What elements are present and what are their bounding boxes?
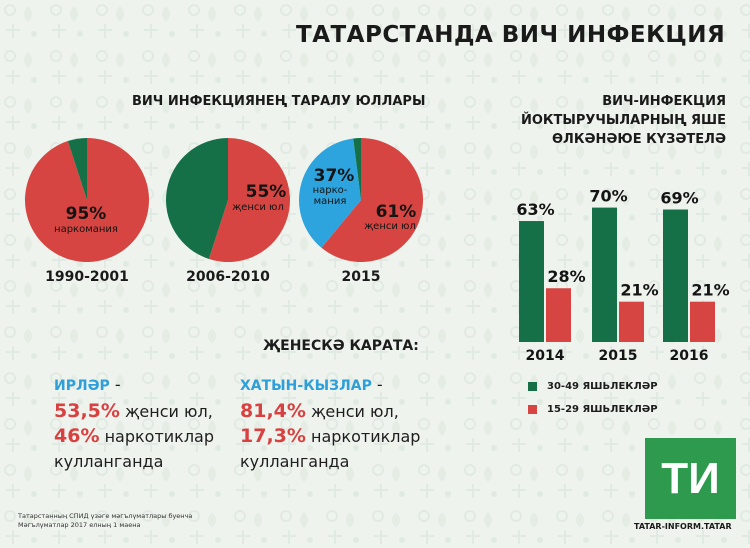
pie-cat-label: наркомания <box>54 224 118 235</box>
legend-label: 15-29 ЯШЬЛЕКЛӘР <box>547 404 658 415</box>
gender-women-pct1: 81,4% <box>240 400 306 422</box>
pie-cat-label-2a: нарко- <box>313 185 348 196</box>
gender-men-block: ИРЛӘР - 53,5% җенси юл, 46% наркотиклар … <box>54 372 214 474</box>
legend-item-30-49: 30-49 ЯШЬЛЕКЛӘР <box>528 381 658 392</box>
source-note: Татарстанның СПИД үзәге мәгълүматлары бу… <box>18 512 218 530</box>
dash: - <box>109 375 121 394</box>
ti-logo: ТИ <box>645 438 736 519</box>
pie-slices <box>299 138 423 262</box>
legend-label: 30-49 ЯШЬЛЕКЛӘР <box>547 381 658 392</box>
gender-title: ҖЕНЕСКӘ КАРАТА: <box>263 338 419 354</box>
bar-chart: 63% 28% 2014 70% 21% 2015 69% 21% 2016 <box>516 187 729 364</box>
page-title: ТАТАРСТАНДА ВИЧ ИНФЕКЦИЯ <box>296 22 726 48</box>
pie-pct-label: 61% <box>376 202 417 222</box>
logo-caption: TATAR-INFORM.TATAR <box>634 522 732 531</box>
pie-chart-2015: 37% нарко- мания 61% җенси юл <box>299 138 423 262</box>
pie-slice <box>321 138 423 262</box>
pie-slice <box>299 138 361 248</box>
legend-item-15-29: 15-29 ЯШЬЛЕКЛӘР <box>528 404 658 415</box>
legend-swatch <box>528 382 537 391</box>
gender-women-text1: җенси юл, <box>305 402 399 421</box>
dash: - <box>371 375 383 394</box>
gender-men-pct1: 53,5% <box>54 400 120 422</box>
gender-women-label: ХАТЫН-КЫЗЛАР <box>240 378 372 394</box>
source-line2: Мәгълүматлар 2017 елның 1 маена <box>18 521 141 529</box>
bar-value-label: 70% <box>589 187 627 206</box>
pie-cat-label: җенси юл <box>364 221 416 232</box>
pie-cat-label: җенси юл <box>232 202 284 213</box>
gender-women-block: ХАТЫН-КЫЗЛАР - 81,4% җенси юл, 17,3% нар… <box>240 372 420 474</box>
pie-pct-label: 55% <box>246 182 287 202</box>
bar-value-label: 21% <box>620 281 658 300</box>
pie-period-label: 2006-2010 <box>186 269 270 285</box>
bar <box>690 301 715 342</box>
x-tick-label: 2016 <box>670 348 709 364</box>
gender-men-text1: җенси юл, <box>119 402 213 421</box>
bars-title: ВИЧ-ИНФЕКЦИЯ ЙОКТЫРУЧЫЛАРНЫҢ ЯШЕ ӨЛКӘНӘЮ… <box>514 92 726 149</box>
bar <box>546 288 571 342</box>
bar-value-label: 63% <box>516 200 554 219</box>
pie-slices <box>24 138 149 262</box>
gender-men-text3: кулланганда <box>54 452 164 471</box>
pie-pct-label: 95% <box>66 204 107 224</box>
gender-women-text2: наркотиклар <box>305 427 421 446</box>
bar-value-label: 69% <box>660 189 698 208</box>
source-line1: Татарстанның СПИД үзәге мәгълүматлары бу… <box>18 512 193 520</box>
bar <box>592 207 617 342</box>
gender-women-pct2: 17,3% <box>240 425 306 447</box>
pie-slice <box>67 138 87 200</box>
x-tick-label: 2015 <box>599 348 638 364</box>
gender-men-pct2: 46% <box>54 425 100 447</box>
pie-slice <box>208 138 290 262</box>
pie-slice <box>353 138 361 200</box>
pies-title: ВИЧ ИНФЕКЦИЯНЕҢ ТАРАЛУ ЮЛЛАРЫ <box>132 94 426 109</box>
pie-slices <box>165 138 290 262</box>
bar <box>519 221 544 342</box>
bar-value-label: 28% <box>547 267 585 286</box>
gender-women-text3: кулланганда <box>240 452 350 471</box>
pie-slice <box>165 138 228 259</box>
legend-swatch <box>528 405 537 414</box>
pie-pct-label-2: 37% <box>314 166 355 186</box>
x-tick-label: 2014 <box>526 348 565 364</box>
pie-period-label: 1990-2001 <box>45 269 129 285</box>
gender-men-text2: наркотиклар <box>99 427 215 446</box>
bars-title-line2: ЙОКТЫРУЧЫЛАРНЫҢ ЯШЕ <box>520 113 726 128</box>
bars-title-line1: ВИЧ-ИНФЕКЦИЯ <box>602 94 726 109</box>
bars-title-line3: ӨЛКӘНӘЮЕ КҮЗӘТЕЛӘ <box>552 132 726 147</box>
pie-period-label: 2015 <box>341 269 381 285</box>
bar-value-label: 21% <box>691 281 729 300</box>
bar <box>619 301 644 342</box>
gender-men-label: ИРЛӘР <box>54 378 110 394</box>
bar <box>663 209 688 342</box>
pie-chart-2006-2010: 55% җенси юл <box>165 138 290 262</box>
pie-chart-1990-2001: 95% наркомания <box>24 138 149 262</box>
pie-cat-label-2b: мания <box>314 196 347 207</box>
